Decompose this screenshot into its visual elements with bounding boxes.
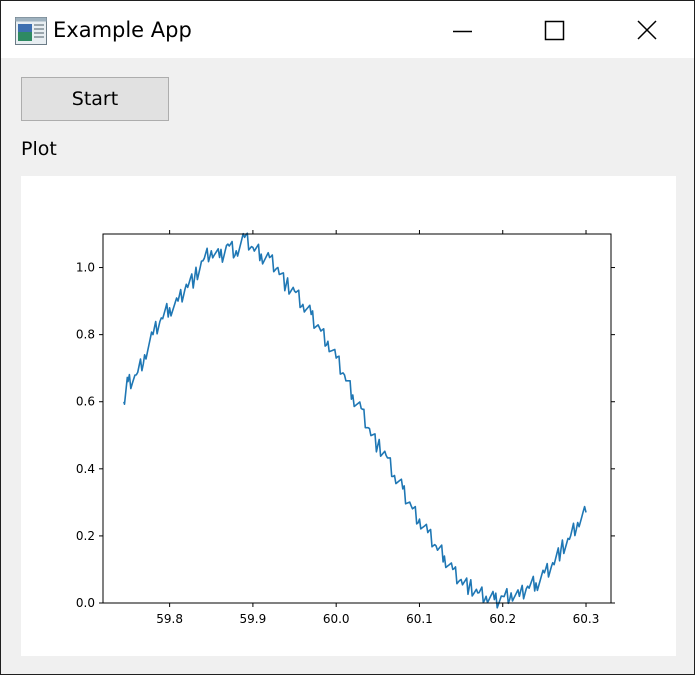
series-line-0 <box>123 232 587 609</box>
y-tick-label: 1.0 <box>76 261 95 275</box>
plot-canvas: 59.8 59.9 60.0 60.1 60.2 60.3 0.0 0.2 0.4 0.6 0.8 1… <box>21 176 676 656</box>
y-tick-label: 0.2 <box>76 529 95 543</box>
x-tick-label: 60.0 <box>323 612 350 626</box>
close-icon <box>637 20 657 40</box>
line-chart: 59.8 59.9 60.0 60.1 60.2 60.3 0.0 0.2 0.4 0.6 0.8 1… <box>76 230 615 626</box>
plot-frame <box>102 233 612 604</box>
y-tick-label: 0.8 <box>76 328 95 342</box>
window-title: Example App <box>53 18 192 42</box>
app-window-icon <box>15 17 47 45</box>
x-tick-label: 59.8 <box>156 612 183 626</box>
minimize-button[interactable] <box>416 1 508 58</box>
maximize-button[interactable] <box>508 1 600 58</box>
x-tick-label: 60.2 <box>489 612 516 626</box>
y-tick-label: 0.0 <box>76 596 95 610</box>
close-button[interactable] <box>601 1 693 58</box>
maximize-icon <box>544 20 565 41</box>
minimize-icon <box>453 30 472 33</box>
plot-label: Plot <box>21 138 57 160</box>
title-bar[interactable]: Example App <box>1 1 694 58</box>
x-tick-label: 59.9 <box>240 612 267 626</box>
x-tick-label: 60.1 <box>406 612 433 626</box>
x-tick-label: 60.3 <box>573 612 600 626</box>
y-tick-label: 0.4 <box>76 462 95 476</box>
start-button[interactable]: Start <box>21 77 169 121</box>
y-tick-label: 0.6 <box>76 395 95 409</box>
